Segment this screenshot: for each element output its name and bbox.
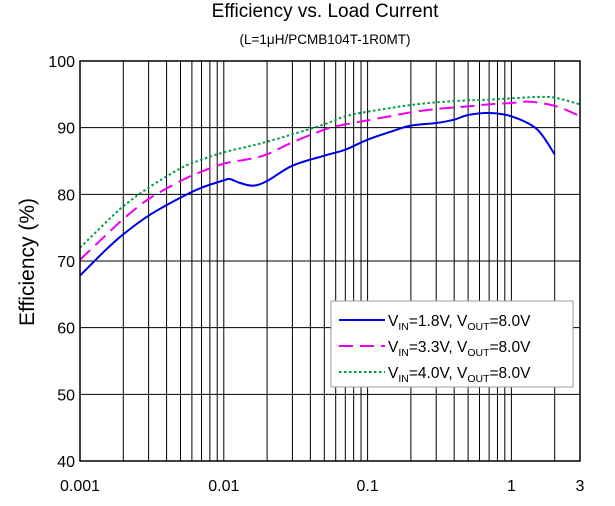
chart-subtitle: (L=1μH/PCMB104T-1R0MT) <box>240 32 411 47</box>
plot-frame <box>79 60 581 462</box>
y-tick-label: 70 <box>57 254 75 271</box>
y-tick-label: 60 <box>57 321 75 338</box>
legend-label-2: VIN=3.3V, VOUT=8.0V <box>388 339 531 359</box>
legend-label-3: VIN=4.0V, VOUT=8.0V <box>388 365 531 385</box>
series-line-2 <box>79 100 581 261</box>
x-tick-label: 3 <box>576 478 585 495</box>
y-tick-label: 80 <box>57 187 75 204</box>
legend-label-1: VIN=1.8V, VOUT=8.0V <box>388 313 531 333</box>
y-tick-label: 100 <box>48 54 75 71</box>
x-tick-label: 0.001 <box>60 478 100 495</box>
tick-labels: 0.001 0.01 0.1 1 3 40 50 60 70 80 90 100 <box>48 54 584 495</box>
data-series <box>79 95 581 277</box>
chart-title: Efficiency vs. Load Current <box>212 1 439 22</box>
y-tick-label: 40 <box>57 454 75 471</box>
x-tick-label: 0.1 <box>356 478 378 495</box>
series-line-1 <box>79 111 556 277</box>
x-tick-label: 1 <box>507 478 516 495</box>
grid-lines <box>80 61 580 461</box>
y-tick-label: 90 <box>57 121 75 138</box>
series-line-3 <box>79 95 581 249</box>
x-tick-label: 0.01 <box>208 478 239 495</box>
y-tick-label: 50 <box>57 387 75 404</box>
y-axis-label: Efficiency (%) <box>16 198 39 326</box>
legend: VIN=1.8V, VOUT=8.0V VIN=3.3V, VOUT=8.0V VI… <box>330 300 574 388</box>
